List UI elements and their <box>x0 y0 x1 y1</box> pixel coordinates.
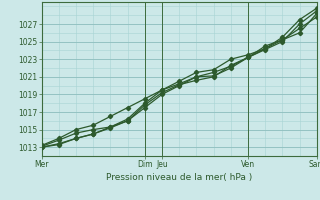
X-axis label: Pression niveau de la mer( hPa ): Pression niveau de la mer( hPa ) <box>106 173 252 182</box>
